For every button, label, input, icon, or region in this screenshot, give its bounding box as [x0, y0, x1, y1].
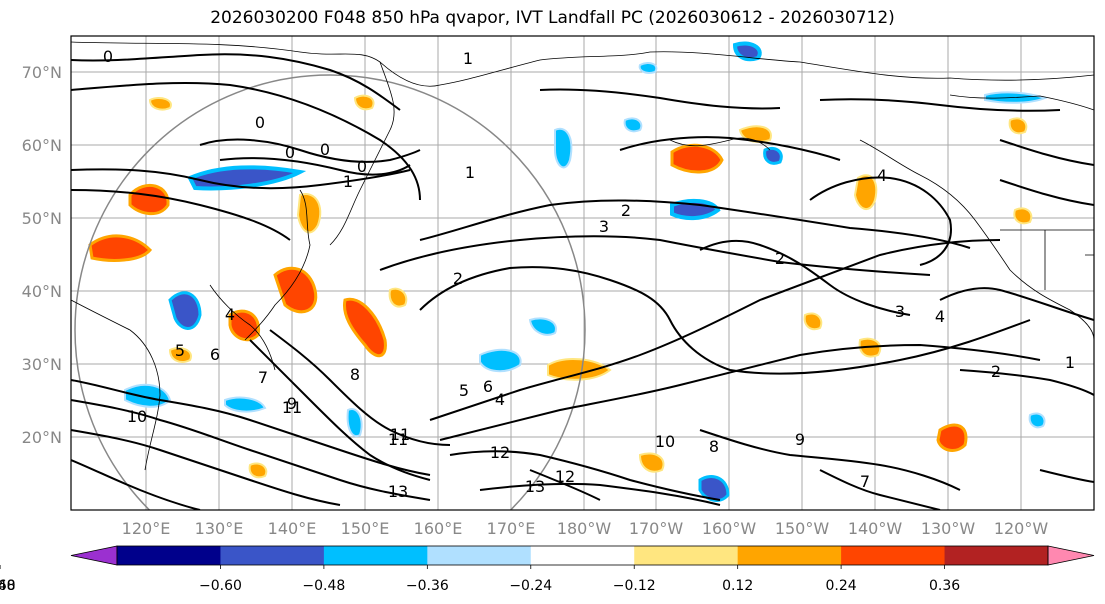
longitude-tick-label: 160°W — [702, 519, 757, 538]
gridlines — [71, 36, 1094, 510]
coastlines — [71, 41, 1094, 471]
contour-value-label: 5 — [459, 381, 469, 400]
plot-title: 2026030200 F048 850 hPa qvapor, IVT Land… — [210, 8, 895, 28]
contour-value-label: 4 — [225, 305, 235, 324]
colorbar-extend-max — [1047, 545, 1095, 566]
contour-value-label: 5 — [175, 341, 185, 360]
contour-value-label: 10 — [127, 407, 147, 426]
colorbar-tick-label: −0.12 — [613, 578, 656, 594]
colorbar-tick-labels: −0.60 −0.48 −0.36 −0.24 −0.12 0.12 0.24 0.36 0.4… — [0, 565, 960, 594]
contour-value-label: 9 — [287, 394, 297, 413]
contour-value-label: 1 — [465, 163, 475, 182]
contour-value-label: 13 — [388, 482, 408, 501]
longitude-tick-label: 140°E — [268, 519, 317, 538]
longitude-tick-label: 140°W — [848, 519, 903, 538]
colorbar-segment — [634, 546, 739, 565]
colorbar-segment — [530, 546, 635, 565]
contour-value-label: 1 — [1065, 353, 1075, 372]
longitude-tick-label: 130°W — [921, 519, 976, 538]
colorbar-tick-label: −0.36 — [406, 578, 449, 594]
longitude-tick-label: 170°E — [487, 519, 536, 538]
colorbar-segment — [220, 546, 325, 565]
contour-value-label: 0 — [103, 47, 113, 66]
colorbar-tick-label: 0.60 — [0, 578, 16, 594]
colorbar-segment — [323, 546, 428, 565]
contour-value-label: 0 — [357, 157, 367, 176]
colorbar-tick-label: −0.24 — [509, 578, 552, 594]
colorbar-extend-min — [70, 545, 118, 566]
contour-value-label: 0 — [320, 140, 330, 159]
longitude-tick-label: 130°E — [195, 519, 244, 538]
contour-value-label: 13 — [525, 477, 545, 496]
longitude-tick-label: 150°E — [341, 519, 390, 538]
contour-value-label: 6 — [210, 345, 220, 364]
colorbar-tick-label: 0.36 — [929, 578, 960, 594]
contour-value-label: 1 — [343, 172, 353, 191]
contour-value-label: 2 — [991, 362, 1001, 381]
colorbar-segment — [427, 546, 532, 565]
contour-value-label: 7 — [258, 368, 268, 387]
contour-value-label: 8 — [709, 437, 719, 456]
longitude-tick-label: 120°W — [994, 519, 1049, 538]
ivt-contours — [71, 53, 1094, 510]
map-frame — [70, 35, 1095, 511]
longitude-tick-label: 180°W — [557, 519, 612, 538]
colorbar-tick-label: 0.48 — [0, 578, 16, 594]
contour-value-label: 4 — [495, 390, 505, 409]
landfall-region-circle — [74, 74, 586, 510]
contour-value-label: 11 — [390, 425, 410, 444]
colorbar-tick-label: 0.24 — [826, 578, 857, 594]
colorbar-outline — [116, 545, 1049, 566]
longitude-tick-label: 120°E — [122, 519, 171, 538]
latitude-tick-label: 30°N — [22, 355, 62, 374]
longitude-tick-label: 160°E — [414, 519, 463, 538]
latitude-tick-label: 50°N — [22, 209, 62, 228]
colorbar-segment — [737, 546, 842, 565]
longitude-tick-label: 150°W — [775, 519, 830, 538]
contour-value-label: 6 — [483, 377, 493, 396]
contour-value-label: 12 — [490, 443, 510, 462]
contour-value-label: 12 — [555, 467, 575, 486]
contour-value-label: 3 — [599, 217, 609, 236]
contour-value-label: 11 — [388, 430, 408, 449]
contour-value-label: 0 — [255, 113, 265, 132]
contour-value-label: 8 — [350, 365, 360, 384]
latitude-tick-label: 60°N — [22, 136, 62, 155]
contour-value-label: 7 — [860, 472, 870, 491]
latitude-tick-label: 20°N — [22, 428, 62, 447]
colorbar — [70, 545, 1095, 566]
colorbar-tick-label: −0.60 — [199, 578, 242, 594]
contour-value-label: 10 — [655, 432, 675, 451]
contour-value-label: 9 — [795, 430, 805, 449]
contour-value-label: 4 — [935, 307, 945, 326]
contour-value-label: 1 — [463, 49, 473, 68]
colorbar-segment — [117, 546, 221, 565]
contour-value-label: 0 — [285, 143, 295, 162]
colorbar-segment — [944, 546, 1049, 565]
colorbar-segment — [841, 546, 946, 565]
contour-value-label: 4 — [877, 166, 887, 185]
latitude-tick-label: 70°N — [22, 63, 62, 82]
contour-value-label: 11 — [282, 398, 302, 417]
contour-value-label: 2 — [775, 249, 785, 268]
latitude-labels: 70°N 60°N 50°N 40°N 30°N 20°N — [22, 63, 62, 447]
colorbar-tick-label: 0.12 — [722, 578, 753, 594]
longitude-tick-label: 170°W — [629, 519, 684, 538]
colorbar-tick-label: −0.48 — [302, 578, 345, 594]
longitude-labels: 120°E 130°E 140°E 150°E 160°E 170°E 180°W 170°W… — [122, 519, 1049, 538]
contour-value-label: 3 — [895, 302, 905, 321]
contour-value-label: 2 — [453, 269, 463, 288]
latitude-tick-label: 40°N — [22, 282, 62, 301]
contour-value-label: 2 — [621, 201, 631, 220]
qvapor-shading — [88, 41, 1048, 502]
